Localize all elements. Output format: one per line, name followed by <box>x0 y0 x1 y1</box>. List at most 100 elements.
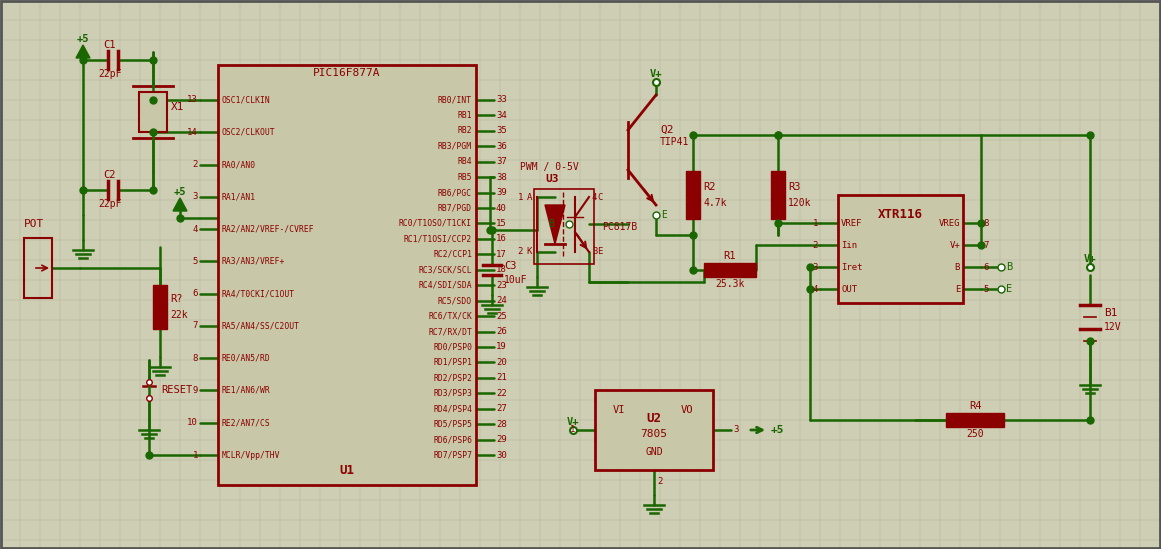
Text: 34: 34 <box>496 111 506 120</box>
Text: RC4/SDI/SDA: RC4/SDI/SDA <box>418 281 473 290</box>
Text: VREG: VREG <box>938 219 960 227</box>
Text: RC1/T1OSI/CCP2: RC1/T1OSI/CCP2 <box>404 234 473 243</box>
Text: RD5/PSP5: RD5/PSP5 <box>433 419 473 429</box>
Text: 19: 19 <box>496 343 506 351</box>
Text: MCLR/Vpp/THV: MCLR/Vpp/THV <box>222 451 281 460</box>
Text: 37: 37 <box>496 157 506 166</box>
Text: +5: +5 <box>771 425 785 435</box>
Text: VREF: VREF <box>841 219 863 227</box>
Text: OSC2/CLKOUT: OSC2/CLKOUT <box>222 128 275 137</box>
Bar <box>153 285 167 329</box>
Bar <box>218 65 476 485</box>
Text: R?: R? <box>170 294 182 304</box>
Text: Q2: Q2 <box>659 125 673 135</box>
Text: RD2/PSP2: RD2/PSP2 <box>433 373 473 382</box>
Text: 2: 2 <box>657 478 663 486</box>
Text: 5: 5 <box>983 284 988 294</box>
Text: C3: C3 <box>504 261 517 271</box>
Text: 3: 3 <box>193 192 199 201</box>
Text: RA0/AN0: RA0/AN0 <box>222 160 257 169</box>
Text: C2: C2 <box>103 170 116 180</box>
Text: 22: 22 <box>496 389 506 398</box>
Text: B: B <box>548 219 554 229</box>
Text: V+: V+ <box>650 69 662 79</box>
Text: RB0/INT: RB0/INT <box>438 96 473 104</box>
Text: RA4/T0CKI/C1OUT: RA4/T0CKI/C1OUT <box>222 289 295 298</box>
Text: 36: 36 <box>496 142 506 151</box>
Text: A: A <box>527 193 532 201</box>
Text: RE2/AN7/CS: RE2/AN7/CS <box>222 418 271 427</box>
Text: K: K <box>527 248 532 256</box>
Text: POT: POT <box>24 219 44 229</box>
Text: E: E <box>597 248 603 256</box>
Text: PWM / 0-5V: PWM / 0-5V <box>520 162 578 172</box>
Text: 22pF: 22pF <box>99 69 122 79</box>
Text: 16: 16 <box>496 234 506 243</box>
Text: 30: 30 <box>496 451 506 460</box>
Text: OSC1/CLKIN: OSC1/CLKIN <box>222 96 271 104</box>
Text: RD0/PSP0: RD0/PSP0 <box>433 343 473 351</box>
Text: 12V: 12V <box>1104 322 1122 332</box>
Text: RA3/AN3/VREF+: RA3/AN3/VREF+ <box>222 257 286 266</box>
Text: 22k: 22k <box>170 310 188 320</box>
Text: 25: 25 <box>496 312 506 321</box>
Text: E: E <box>954 284 960 294</box>
Text: 1: 1 <box>193 451 199 460</box>
Text: RE1/AN6/WR: RE1/AN6/WR <box>222 386 271 395</box>
Text: 4: 4 <box>193 225 199 233</box>
Text: 23: 23 <box>496 281 506 290</box>
Text: RC3/SCK/SCL: RC3/SCK/SCL <box>418 265 473 274</box>
Text: 1: 1 <box>570 425 575 434</box>
Text: R3: R3 <box>788 182 800 192</box>
Text: 21: 21 <box>496 373 506 382</box>
Text: B1: B1 <box>1104 308 1118 318</box>
Text: 120k: 120k <box>788 198 812 208</box>
Text: 2: 2 <box>813 240 819 249</box>
Text: TIP41: TIP41 <box>659 137 690 147</box>
Text: 8: 8 <box>983 219 988 227</box>
Text: PIC16F877A: PIC16F877A <box>313 68 381 78</box>
Polygon shape <box>545 205 565 244</box>
Text: 6: 6 <box>193 289 199 298</box>
Text: 4: 4 <box>813 284 819 294</box>
Text: 2: 2 <box>193 160 199 169</box>
Text: R4: R4 <box>968 401 981 411</box>
Text: 9: 9 <box>193 386 199 395</box>
Text: OUT: OUT <box>841 284 857 294</box>
Bar <box>594 390 713 470</box>
Text: U1: U1 <box>339 463 354 477</box>
Text: RC7/RX/DT: RC7/RX/DT <box>428 327 473 336</box>
Text: 2: 2 <box>518 248 522 256</box>
Text: 29: 29 <box>496 435 506 444</box>
Bar <box>686 171 700 219</box>
Text: 35: 35 <box>496 126 506 136</box>
Text: RC6/TX/CK: RC6/TX/CK <box>428 312 473 321</box>
Text: V+: V+ <box>1083 254 1096 264</box>
Text: 25.3k: 25.3k <box>715 279 744 289</box>
Text: RC2/CCP1: RC2/CCP1 <box>433 250 473 259</box>
Text: RB3/PGM: RB3/PGM <box>438 142 473 151</box>
Text: RC0/T1OSO/T1CKI: RC0/T1OSO/T1CKI <box>399 219 473 228</box>
Text: RA1/AN1: RA1/AN1 <box>222 192 257 201</box>
Text: 4.7k: 4.7k <box>704 198 727 208</box>
Text: 13: 13 <box>187 96 199 104</box>
Bar <box>704 263 756 277</box>
Text: X1: X1 <box>171 102 185 112</box>
Text: 8: 8 <box>193 354 199 363</box>
Text: V+: V+ <box>567 417 579 427</box>
Text: GND: GND <box>646 447 663 457</box>
Text: 18: 18 <box>496 265 506 274</box>
Text: 28: 28 <box>496 419 506 429</box>
Text: C1: C1 <box>103 40 116 50</box>
Text: RD1/PSP1: RD1/PSP1 <box>433 358 473 367</box>
Text: Iin: Iin <box>841 240 857 249</box>
Text: RB4: RB4 <box>457 157 473 166</box>
Text: 10uF: 10uF <box>504 275 527 285</box>
Text: 1: 1 <box>813 219 819 227</box>
Text: RD7/PSP7: RD7/PSP7 <box>433 451 473 460</box>
Text: RA5/AN4/SS/C2OUT: RA5/AN4/SS/C2OUT <box>222 321 300 330</box>
Text: RC5/SDO: RC5/SDO <box>438 296 473 305</box>
Text: 24: 24 <box>496 296 506 305</box>
Text: E: E <box>1005 284 1012 294</box>
Text: RD3/PSP3: RD3/PSP3 <box>433 389 473 398</box>
